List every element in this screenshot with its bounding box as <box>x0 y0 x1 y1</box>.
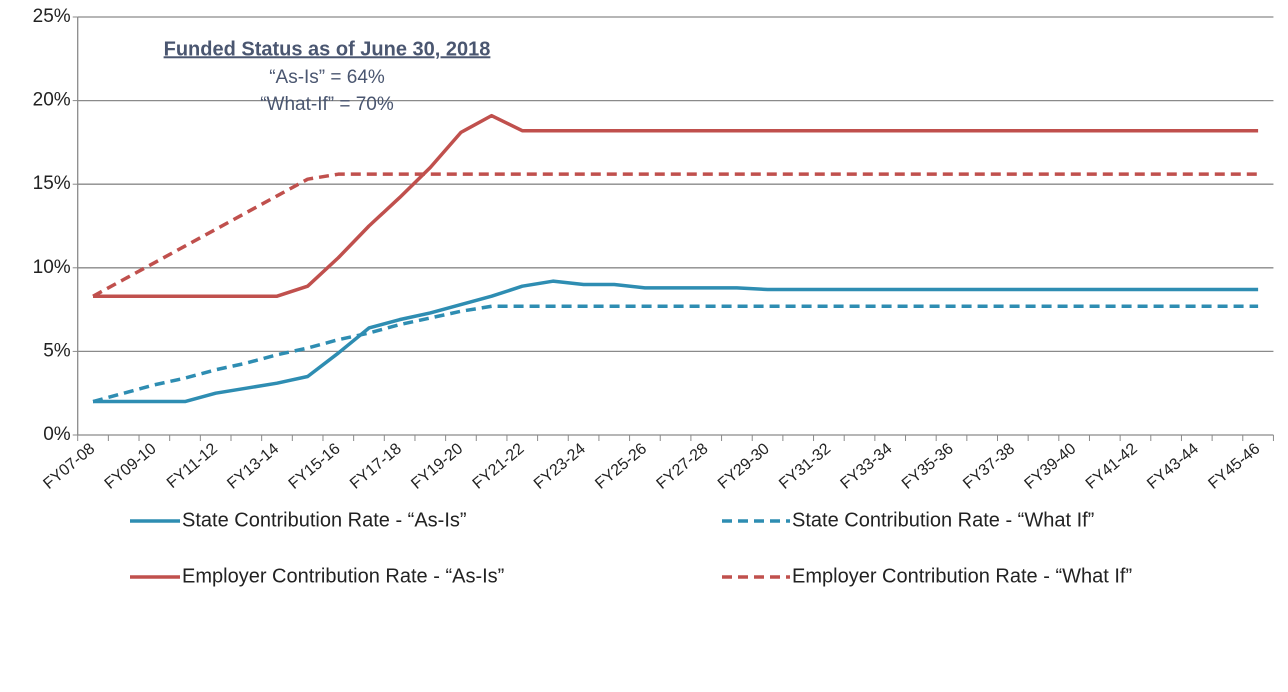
x-tick-label: FY31-32 <box>776 440 834 493</box>
x-tick-label: FY21-22 <box>470 440 528 493</box>
series-line <box>92 172 1259 298</box>
annotation-title: Funded Status as of June 30, 2018 <box>164 38 491 60</box>
x-tick-label: FY29-30 <box>715 440 773 493</box>
legend-label: Employer Contribution Rate - “What If” <box>792 565 1132 587</box>
y-tick-label: 5% <box>43 340 71 361</box>
x-tick-label: FY43-44 <box>1144 440 1202 493</box>
y-tick-label: 20% <box>33 90 71 111</box>
x-tick-label: FY37-38 <box>960 440 1018 493</box>
plot: 0%5%10%15%20%25%FY07-08 FY09-10 FY11-12 FY1… <box>33 6 1274 587</box>
x-tick-label: FY13-14 <box>224 440 282 493</box>
annotation: “As-Is” = 64% <box>269 67 385 88</box>
y-tick-label: 0% <box>43 424 71 445</box>
y-tick-label: 15% <box>33 173 71 194</box>
x-tick-label: FY27-28 <box>654 440 712 493</box>
x-tick-label: FY15-16 <box>286 440 344 493</box>
x-tick-label: FY39-40 <box>1021 440 1079 493</box>
x-tick-label: FY41-42 <box>1083 440 1141 493</box>
x-tick-label: FY33-34 <box>838 440 896 493</box>
y-tick-label: 10% <box>33 257 71 278</box>
x-tick-label: FY35-36 <box>899 440 957 493</box>
series-line <box>92 304 1259 404</box>
x-tick-label: FY45-46 <box>1205 440 1263 493</box>
x-tick-label: FY17-18 <box>347 440 405 493</box>
x-tick-label: FY11-12 <box>164 440 221 492</box>
series-line <box>93 113 1259 298</box>
x-tick-label: FY25-26 <box>592 440 650 493</box>
y-tick-label: 25% <box>33 6 71 27</box>
legend-label: Employer Contribution Rate - “As-Is” <box>182 565 504 587</box>
x-tick-label: FY23-24 <box>531 440 589 493</box>
x-tick-label: FY07-08 <box>40 440 98 493</box>
series-line <box>93 279 1259 404</box>
x-tick-label: FY19-20 <box>408 440 466 493</box>
legend-label: State Contribution Rate - “What If” <box>792 509 1094 531</box>
x-tick-label: FY09-10 <box>102 440 160 493</box>
legend-label: State Contribution Rate - “As-Is” <box>182 509 467 531</box>
annotation: “What-If” = 70% <box>260 94 394 115</box>
